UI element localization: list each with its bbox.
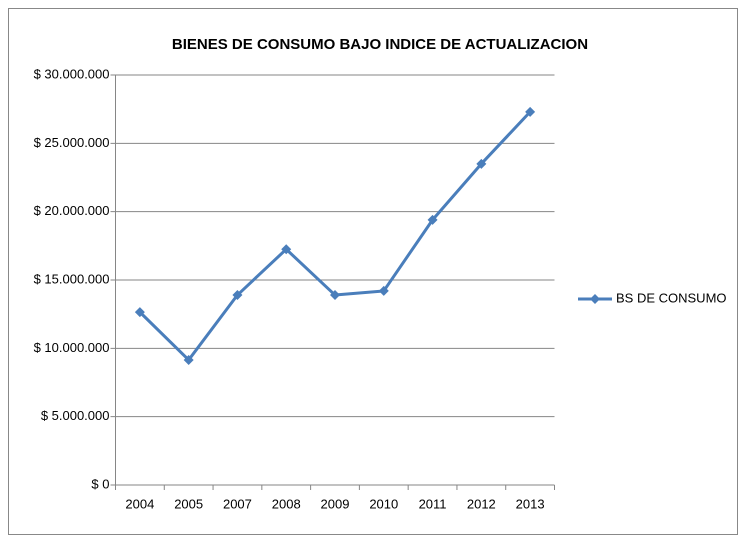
marker: [183, 354, 194, 365]
x-tick-label: 2011: [419, 496, 447, 511]
y-tick-label: $ 25.000.000: [34, 135, 110, 150]
x-tick-label: 2004: [125, 496, 154, 511]
legend-label: BS DE CONSUMO: [616, 290, 727, 305]
x-tick-label: 2012: [467, 496, 496, 511]
chart-title: BIENES DE CONSUMO BAJO INDICE DE ACTUALI…: [172, 36, 588, 53]
x-tick-label: 2013: [516, 496, 545, 511]
y-tick-label: $ 20.000.000: [34, 203, 110, 218]
x-tick-label: 2009: [321, 496, 350, 511]
marker: [525, 106, 536, 117]
legend-marker: [590, 294, 600, 304]
y-tick-label: $ 10.000.000: [34, 340, 110, 355]
y-tick-label: $ 5.000.000: [41, 408, 110, 423]
marker: [378, 285, 389, 296]
y-tick-label: $ 0: [91, 476, 109, 491]
marker: [232, 290, 243, 301]
marker: [281, 244, 292, 255]
marker: [134, 307, 145, 318]
y-tick-label: $ 30.000.000: [34, 66, 110, 81]
marker: [476, 158, 487, 169]
x-tick-label: 2005: [174, 496, 203, 511]
marker: [427, 214, 438, 225]
x-tick-label: 2007: [223, 496, 252, 511]
x-tick-label: 2008: [272, 496, 301, 511]
marker: [330, 290, 340, 301]
x-tick-label: 2010: [369, 496, 398, 511]
chart-border: [8, 8, 738, 535]
y-tick-label: $ 15.000.000: [34, 271, 110, 286]
